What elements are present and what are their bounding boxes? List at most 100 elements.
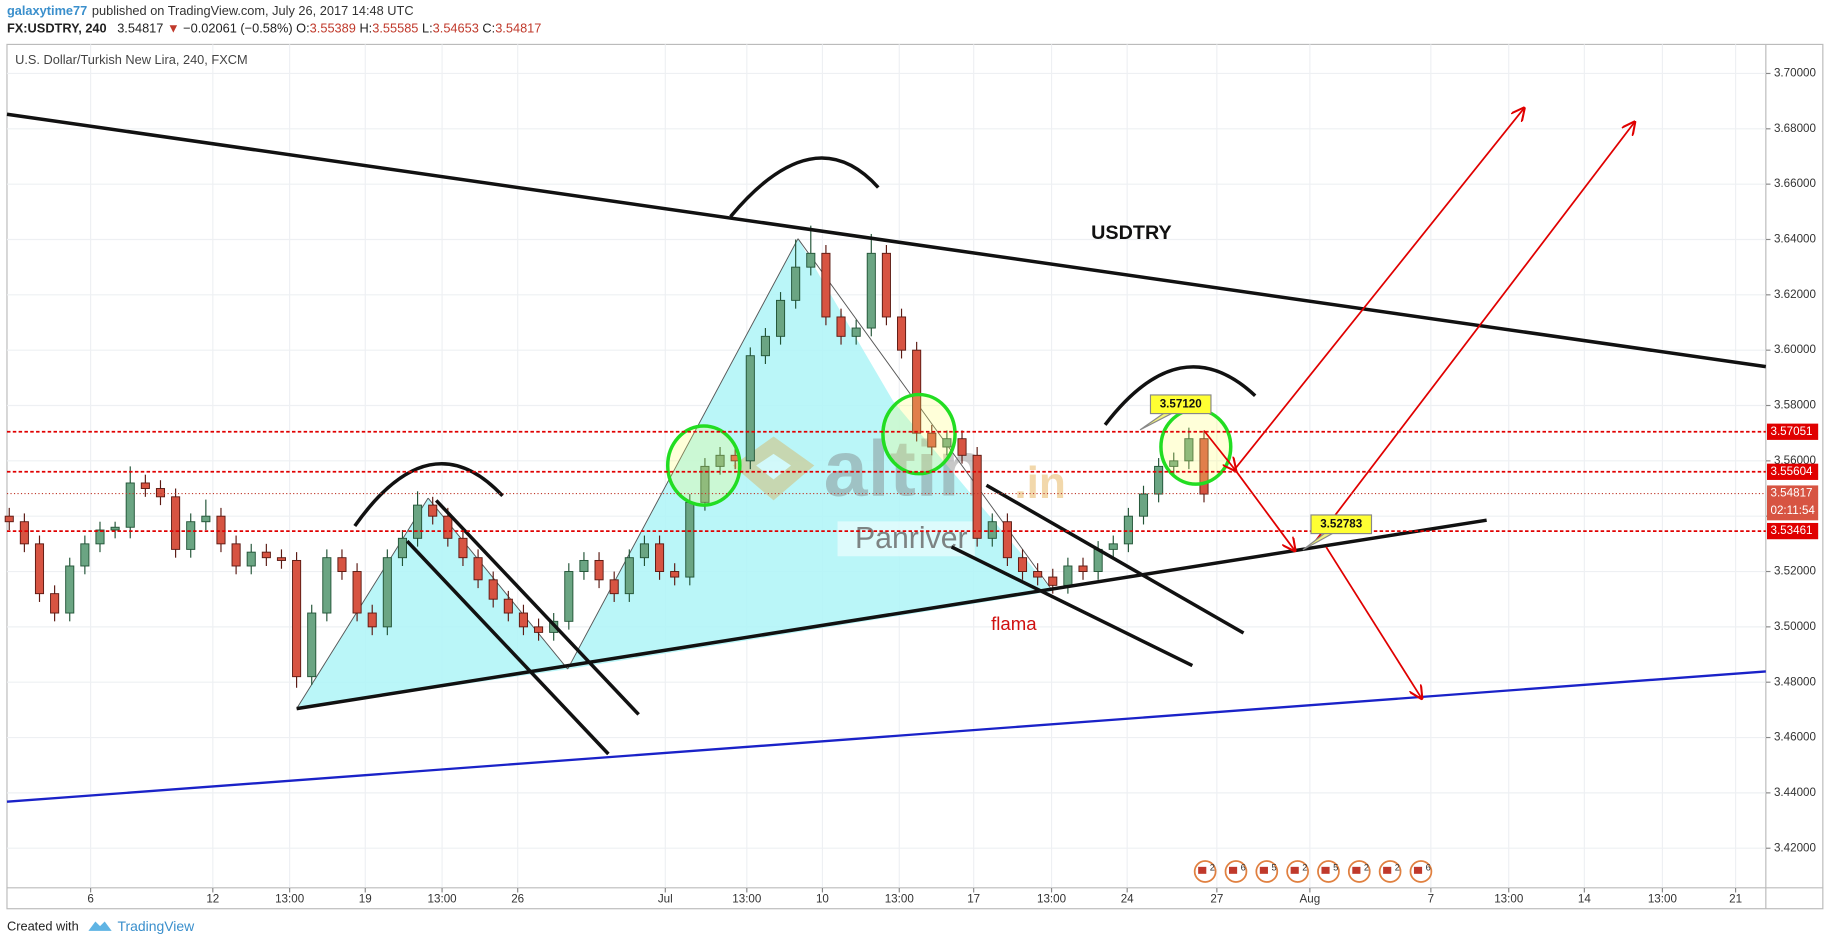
- arrow: [1232, 108, 1524, 472]
- candle-body: [715, 454, 725, 467]
- footer: Created with TradingView: [7, 918, 195, 934]
- highlight-circle: [1159, 407, 1233, 486]
- candle-body: [1169, 460, 1179, 467]
- brand[interactable]: TradingView: [117, 918, 195, 934]
- x-tick-label: Aug: [1300, 892, 1321, 905]
- x-tick-label: 26: [511, 892, 524, 905]
- event-count: 5: [1271, 862, 1276, 872]
- candle-body: [866, 252, 876, 329]
- candle-body: [1002, 521, 1012, 559]
- candle-body: [261, 551, 271, 559]
- candle-body: [776, 299, 786, 337]
- candle-body: [1154, 465, 1164, 495]
- event-flag: [1383, 866, 1392, 874]
- price-label: 3.53461: [1770, 524, 1812, 537]
- y-tick-label: 3.42000: [1774, 841, 1817, 854]
- candle-body: [367, 612, 377, 628]
- candle-body: [791, 266, 801, 301]
- candle-body: [760, 335, 770, 357]
- event-flag: [1413, 866, 1423, 874]
- candle-body: [594, 559, 604, 581]
- highlight-circle: [665, 424, 742, 507]
- candle-body: [851, 327, 861, 337]
- chart-title: U.S. Dollar/Turkish New Lira, 240, FXCM: [15, 52, 248, 67]
- price-label: 3.55604: [1770, 465, 1813, 478]
- pattern-edge: [567, 238, 799, 670]
- y-tick-label: 3.44000: [1774, 786, 1817, 799]
- drawings-front: USDTRY flama 3.57120 3.52783: [6, 108, 1767, 803]
- event-count: 6: [1426, 862, 1431, 872]
- callout-label: 3.57120: [1160, 397, 1202, 410]
- candle-body: [95, 529, 105, 545]
- candle-body: [624, 557, 634, 595]
- candle-body: [50, 593, 60, 614]
- arrow: [1325, 546, 1421, 698]
- y-tick-label: 3.58000: [1774, 399, 1817, 412]
- y-tick-label: 3.52000: [1774, 565, 1817, 578]
- candle-body: [609, 579, 619, 595]
- y-tick-label: 3.64000: [1774, 233, 1817, 246]
- candle-body: [216, 515, 226, 545]
- open: 3.55389: [310, 21, 356, 36]
- candle-body: [19, 521, 29, 545]
- candle-body: [110, 526, 120, 531]
- channel-line: [985, 483, 1245, 635]
- x-tick-label: 13:00: [1494, 892, 1524, 905]
- channel-line: [950, 545, 1194, 668]
- candle-body: [655, 543, 665, 572]
- pattern-triangle: [296, 498, 568, 709]
- l-label: L:: [422, 21, 433, 36]
- event-flag: [1198, 866, 1207, 874]
- candle-body: [125, 482, 135, 528]
- trend-line: [6, 670, 1766, 803]
- publisher[interactable]: galaxytime77: [7, 3, 87, 18]
- x-tick-label: 13:00: [1648, 892, 1678, 905]
- channel-line: [405, 539, 610, 756]
- watermark-tld: .in: [1014, 459, 1066, 508]
- o-label: O:: [296, 21, 310, 36]
- candle-body: [518, 612, 528, 628]
- event-count: 2: [1395, 862, 1400, 872]
- callout-box: [1310, 514, 1373, 535]
- x-tick-label: 13:00: [885, 892, 915, 905]
- candle-body: [836, 316, 846, 337]
- event-flag: [1228, 866, 1238, 874]
- channel-line: [434, 499, 640, 716]
- candle-body: [1184, 438, 1194, 462]
- x-tick-label: 13:00: [1037, 892, 1067, 905]
- arrow: [1234, 469, 1294, 550]
- event-count: 2: [1210, 862, 1215, 872]
- y-tick-label: 3.66000: [1774, 177, 1817, 190]
- low: 3.54653: [433, 21, 479, 36]
- candle-body: [1078, 565, 1088, 572]
- event-flag: [1290, 866, 1299, 874]
- countdown: 02:11:54: [1770, 504, 1815, 517]
- candle-body: [171, 496, 181, 550]
- candle-body: [413, 504, 423, 539]
- highlight-circle: [881, 392, 957, 476]
- event-flag: [1352, 866, 1361, 874]
- candle-body: [700, 465, 710, 503]
- price-label-box: [1767, 423, 1819, 440]
- candle-body: [579, 559, 589, 572]
- x-tick-label: 14: [1578, 892, 1591, 905]
- x-tick-label: 21: [1729, 892, 1742, 905]
- y-tick-label: 3.48000: [1774, 675, 1817, 688]
- event-flag: [1321, 866, 1330, 874]
- candle-body: [473, 557, 483, 581]
- event-count: 2: [1364, 862, 1369, 872]
- candle-body: [352, 571, 362, 614]
- candle-body: [987, 521, 997, 539]
- watermark-sub: Panriver: [855, 522, 968, 555]
- y-tick-label: 3.60000: [1774, 343, 1817, 356]
- candle-body: [397, 537, 407, 559]
- candle-body: [337, 557, 347, 572]
- candle-body: [1123, 515, 1133, 545]
- candle-body: [1063, 565, 1073, 586]
- x-tick-label: 19: [359, 892, 372, 905]
- header: galaxytime77 published on TradingView.com…: [7, 3, 414, 18]
- candle-body: [382, 557, 392, 628]
- x-tick-label: Jul: [658, 892, 673, 905]
- plot-frame: [6, 43, 1824, 910]
- candle-body: [503, 598, 513, 614]
